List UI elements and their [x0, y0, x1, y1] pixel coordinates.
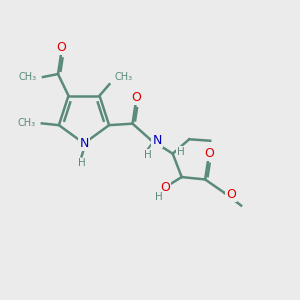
Text: O: O — [226, 188, 236, 201]
Text: CH₃: CH₃ — [18, 118, 36, 128]
Text: CH₃: CH₃ — [115, 72, 133, 82]
Text: O: O — [131, 91, 141, 104]
Text: O: O — [57, 41, 67, 54]
Text: O: O — [160, 181, 170, 194]
Text: H: H — [144, 150, 152, 160]
Text: H: H — [78, 158, 86, 169]
Text: N: N — [79, 137, 89, 150]
Text: H: H — [155, 192, 163, 202]
Text: H: H — [177, 147, 185, 157]
Text: O: O — [204, 147, 214, 160]
Text: CH₃: CH₃ — [19, 72, 37, 82]
Text: N: N — [152, 134, 162, 147]
